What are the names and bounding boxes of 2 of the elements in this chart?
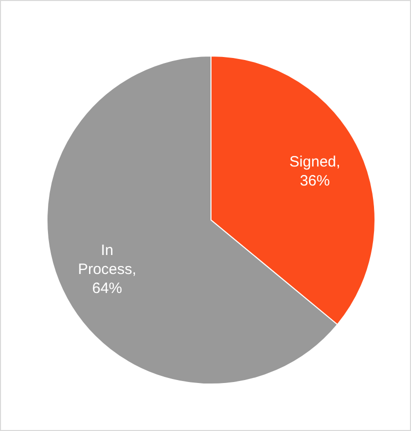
slice-label: Signed, 36% (289, 153, 340, 190)
slice-label: In Process, 64% (78, 241, 136, 296)
